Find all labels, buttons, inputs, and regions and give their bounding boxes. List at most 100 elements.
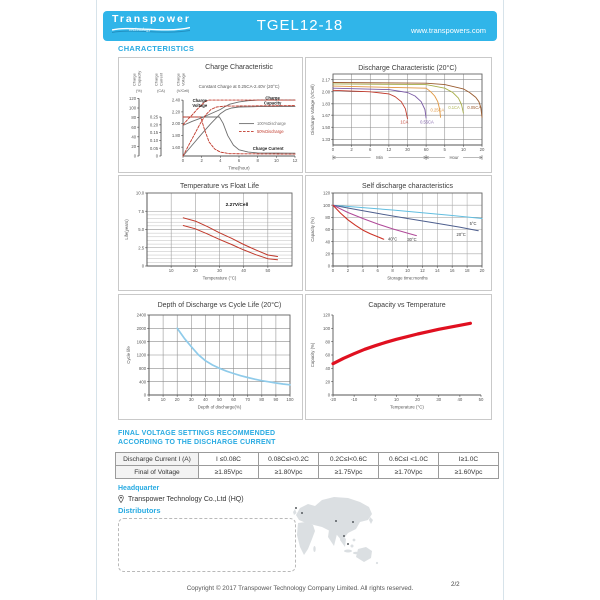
final-voltage-heading-line2: ACCORDING TO THE DISCHARGE CURRENT [118, 439, 276, 446]
distributors-box [118, 518, 296, 572]
svg-text:10: 10 [461, 147, 466, 152]
svg-text:-10: -10 [351, 397, 358, 402]
svg-text:Min: Min [376, 155, 383, 160]
svg-text:Voltage: Voltage [181, 73, 186, 86]
chart-self-discharge: 0 20 40 60 80 100 120 Capacity (%) 0 2 4 6 8 10 12 14 16… [305, 175, 492, 291]
svg-text:Charge: Charge [176, 73, 181, 86]
svg-text:120: 120 [129, 96, 137, 101]
svg-text:2: 2 [347, 268, 350, 273]
svg-text:100: 100 [129, 106, 137, 111]
svg-text:6: 6 [377, 268, 380, 273]
svg-text:20: 20 [193, 268, 198, 273]
svg-text:(V/Cell): (V/Cell) [177, 89, 190, 93]
svg-text:40: 40 [131, 134, 136, 139]
page-number: 2/2 [451, 581, 460, 588]
table-cell: ≥1.80Vpc [258, 465, 319, 479]
header-bar: Transpower Technology TGEL12-18 www.tran… [103, 11, 497, 41]
svg-text:Charge: Charge [132, 73, 137, 86]
sheet-right-edge [503, 0, 504, 600]
characteristics-heading: CHARACTERISTICS [118, 44, 195, 53]
svg-text:90: 90 [274, 397, 279, 402]
svg-text:Charge: Charge [154, 73, 159, 86]
svg-text:0: 0 [134, 154, 137, 159]
svg-text:0: 0 [328, 393, 331, 398]
chart-discharge-characteristic: 1.33 1.50 1.67 1.83 2.00 2.17 Discharge Voltag… [305, 57, 492, 173]
svg-text:8: 8 [256, 158, 259, 163]
svg-text:100: 100 [323, 326, 331, 331]
svg-text:50: 50 [265, 268, 270, 273]
svg-text:6: 6 [238, 158, 241, 163]
distributors-heading: Distributors [118, 506, 161, 515]
table-cell: ≥1.75Vpc [318, 465, 379, 479]
svg-text:10.0: 10.0 [136, 191, 145, 196]
website-text: www.transpowers.com [410, 26, 486, 35]
svg-text:6: 6 [369, 147, 372, 152]
svg-text:1.67: 1.67 [322, 113, 331, 118]
svg-text:50%Discharge: 50%Discharge [257, 129, 284, 134]
svg-text:20: 20 [415, 397, 420, 402]
svg-text:0.1CA: 0.1CA [448, 105, 460, 110]
sheet-left-edge [96, 0, 97, 600]
svg-text:120: 120 [323, 191, 331, 196]
svg-text:800: 800 [139, 366, 147, 371]
svg-text:Charge: Charge [193, 98, 208, 103]
svg-text:2.20: 2.20 [172, 109, 181, 114]
svg-text:30: 30 [189, 397, 194, 402]
svg-text:Current: Current [159, 72, 164, 86]
svg-text:Storage time:months: Storage time:months [387, 276, 428, 281]
svg-text:0.25: 0.25 [150, 115, 159, 120]
svg-text:70: 70 [245, 397, 250, 402]
svg-text:1.60: 1.60 [172, 145, 181, 150]
svg-text:-20: -20 [330, 397, 337, 402]
svg-text:2.40: 2.40 [172, 98, 181, 103]
svg-text:100: 100 [286, 397, 294, 402]
svg-text:1.33: 1.33 [322, 137, 331, 142]
headquarter-heading: Headquarter [118, 485, 160, 492]
svg-text:100: 100 [323, 203, 331, 208]
svg-text:0: 0 [144, 393, 147, 398]
logo-wave-icon [112, 26, 190, 33]
svg-text:2: 2 [200, 158, 203, 163]
svg-text:80: 80 [325, 339, 330, 344]
svg-text:0: 0 [332, 147, 335, 152]
table-cell: I≥1.0C [438, 452, 499, 466]
svg-text:20: 20 [131, 144, 136, 149]
svg-text:80: 80 [325, 215, 330, 220]
svg-text:Charge: Charge [265, 96, 280, 101]
svg-text:Temperature (°C): Temperature (°C) [390, 405, 424, 410]
svg-text:0: 0 [182, 158, 185, 163]
svg-text:Temperature vs Float Life: Temperature vs Float Life [180, 183, 259, 190]
table-cell: ≥1.70Vpc [378, 465, 439, 479]
logo-title: Transpower [112, 13, 191, 25]
svg-text:(%): (%) [136, 89, 143, 93]
chart-capacity-vs-temperature: 0 20 40 60 80 100 120 Capacity (%) -20 -10 0 10 20 30… [305, 294, 492, 420]
svg-text:0.15: 0.15 [150, 130, 159, 135]
final-voltage-heading-line1: FINAL VOLTAGE SETTINGS RECOMMENDED [118, 430, 276, 437]
svg-text:2.00: 2.00 [172, 121, 181, 126]
svg-text:0.25CA: 0.25CA [431, 108, 445, 113]
svg-text:20: 20 [480, 268, 485, 273]
svg-text:40°C: 40°C [388, 236, 397, 241]
svg-text:60: 60 [424, 147, 429, 152]
svg-text:10: 10 [169, 268, 174, 273]
distributor-dots [295, 507, 354, 545]
model-title: TGEL12-18 [256, 17, 344, 34]
svg-text:4: 4 [362, 268, 365, 273]
svg-text:Capacity vs Temperature: Capacity vs Temperature [368, 302, 445, 309]
table-cell: I ≤0.08C [198, 452, 259, 466]
svg-text:10: 10 [405, 268, 410, 273]
svg-text:5°C: 5°C [470, 221, 477, 226]
svg-text:1200: 1200 [137, 353, 147, 358]
svg-text:30: 30 [405, 147, 410, 152]
svg-text:30: 30 [217, 268, 222, 273]
svg-text:80: 80 [131, 115, 136, 120]
table-cell: Discharge Current I (A) [115, 452, 199, 466]
world-map-landmasses [293, 497, 379, 565]
chart-dod-vs-cycle-life: 0 400 800 1200 1600 2000 2400 Cycle life 0 10 20 30… [118, 294, 303, 420]
svg-text:60: 60 [325, 353, 330, 358]
svg-text:2.17: 2.17 [322, 77, 331, 82]
svg-text:40: 40 [325, 239, 330, 244]
svg-text:Charge Characteristic: Charge Characteristic [205, 64, 273, 71]
svg-text:1600: 1600 [137, 339, 147, 344]
table-cell: ≥1.60Vpc [438, 465, 499, 479]
